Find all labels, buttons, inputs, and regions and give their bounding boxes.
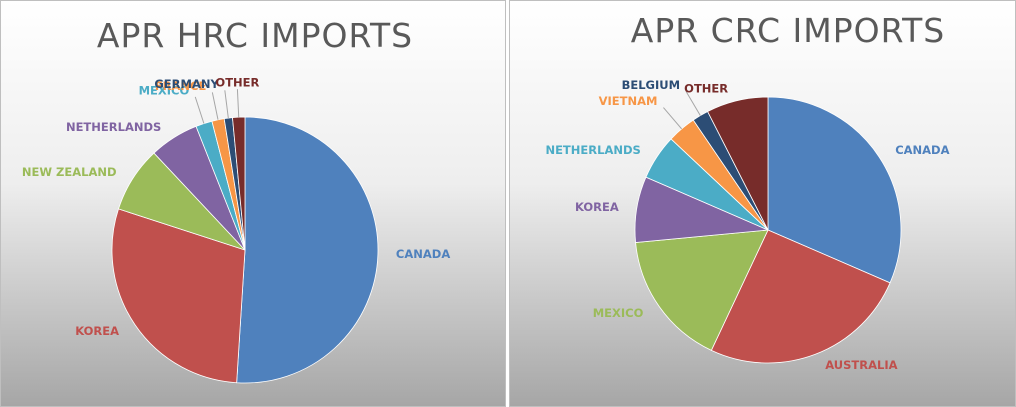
leader-line [194,96,205,124]
slice-label: OTHER [215,76,259,90]
slice-label: KOREA [75,324,119,338]
pie-slice [707,96,769,231]
slice-label: CANADA [396,247,450,261]
slice-label: BELGIUM [622,78,680,92]
slice-label: VIETNAM [599,94,658,108]
leader-line [224,90,229,119]
slice-label: NEW ZEALAND [22,165,117,179]
slice-label: KOREA [575,200,619,214]
slice-label: NETHERLANDS [545,143,640,157]
pie-slice [111,208,246,384]
leader-line [236,89,240,118]
slice-label: MEXICO [139,83,190,97]
pie-slice [710,229,891,364]
slice-label: GERMANY [154,77,219,91]
leader-line [685,91,701,116]
chart-title: APR CRC IMPORTS [631,11,945,50]
pie-slice [635,229,769,351]
chart-title: APR HRC IMPORTS [97,16,413,55]
slice-label: NETHERLANDS [66,120,161,134]
pie-slice [236,116,379,384]
slice-label: CANADA [895,143,949,157]
leader-line [663,107,683,130]
slice-label: OTHER [684,82,728,96]
slice-label: FRANCE [155,79,207,93]
pie-slice [767,96,902,284]
leader-line [211,92,219,120]
slice-label: MEXICO [593,306,644,320]
slice-label: AUSTRALIA [825,358,897,372]
